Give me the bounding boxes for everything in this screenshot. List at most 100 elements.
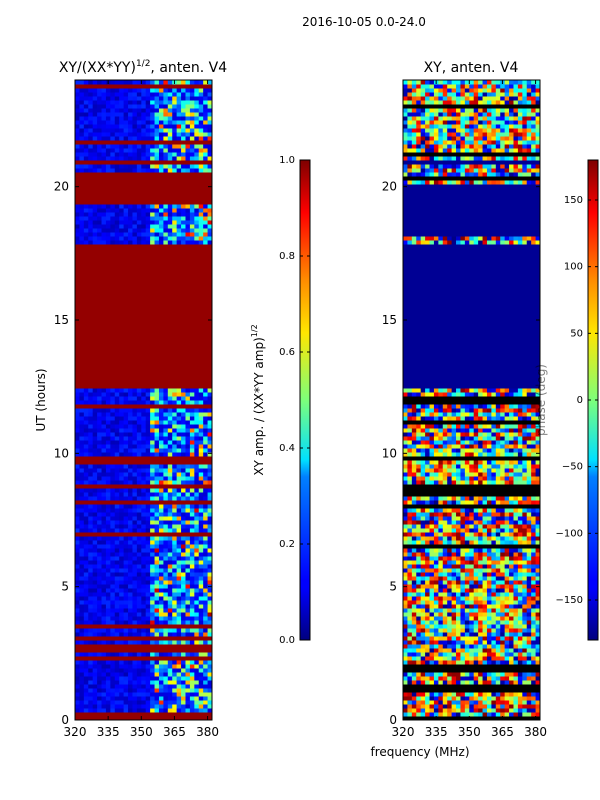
heatmap-cell [97, 520, 103, 525]
heatmap-cell [531, 608, 537, 613]
heatmap-cell [198, 664, 204, 669]
heatmap-cell [141, 120, 147, 125]
heatmap-cell [119, 464, 125, 469]
heatmap-cell [83, 640, 89, 645]
heatmap-cell [97, 604, 103, 609]
heatmap-cell [438, 520, 444, 525]
heatmap-cell [416, 596, 422, 601]
heatmap-cell [145, 632, 151, 637]
heatmap-cell [150, 696, 156, 701]
heatmap-cell [425, 556, 431, 561]
heatmap-row [75, 368, 212, 373]
heatmap-cell [176, 464, 182, 469]
heatmap-cell [158, 584, 164, 589]
heatmap-cell [154, 144, 160, 149]
heatmap-cell [141, 640, 147, 645]
heatmap-cell [167, 672, 173, 677]
heatmap-cell [416, 644, 422, 649]
heatmap-cell [114, 468, 120, 473]
heatmap-cell [119, 132, 125, 137]
heatmap-cell [110, 556, 116, 561]
heatmap-row [403, 492, 540, 497]
heatmap-cell [411, 612, 417, 617]
heatmap-cell [189, 240, 195, 245]
heatmap-cell [154, 232, 160, 237]
heatmap-cell [438, 628, 444, 633]
heatmap-cell [203, 620, 209, 625]
heatmap-cell [203, 632, 209, 637]
heatmap-cell [88, 420, 94, 425]
heatmap-cell [486, 472, 492, 477]
heatmap-cell [403, 512, 408, 517]
heatmap-cell [119, 412, 125, 417]
heatmap-cell [110, 516, 116, 521]
heatmap-cell [88, 112, 94, 117]
heatmap-cell [141, 468, 147, 473]
heatmap-cell [154, 152, 160, 157]
heatmap-cell [433, 640, 439, 645]
heatmap-cell [172, 632, 178, 637]
heatmap-cell [145, 608, 151, 613]
heatmap-cell [407, 624, 413, 629]
heatmap-cell [407, 528, 413, 533]
heatmap-cell [513, 512, 519, 517]
heatmap-cell [101, 464, 107, 469]
heatmap-cell [150, 464, 156, 469]
heatmap-cell [101, 392, 107, 397]
heatmap-cell [167, 156, 173, 161]
heatmap-cell [132, 128, 138, 133]
heatmap-cell [110, 448, 116, 453]
heatmap-cell [119, 432, 125, 437]
heatmap-cell [123, 240, 129, 245]
heatmap-row [403, 616, 541, 621]
heatmap-cell [181, 508, 186, 513]
heatmap-cell [189, 496, 195, 501]
heatmap-cell [88, 472, 94, 477]
heatmap-cell [92, 512, 98, 517]
heatmap-cell [411, 572, 417, 577]
heatmap-cell [181, 408, 186, 413]
heatmap-cell [531, 696, 537, 701]
heatmap-cell [136, 604, 142, 609]
heatmap-cell [526, 536, 532, 541]
heatmap-cell [123, 92, 129, 97]
heatmap-cell [407, 500, 413, 505]
heatmap-cell [504, 536, 510, 541]
heatmap-cell [495, 652, 501, 657]
heatmap-cell [185, 228, 191, 233]
heatmap-cell [79, 492, 85, 497]
heatmap-cell [132, 652, 138, 657]
heatmap-cell [181, 628, 186, 633]
heatmap-cell [207, 440, 213, 445]
heatmap-cell [469, 696, 475, 701]
heatmap-cell [110, 684, 116, 689]
heatmap-cell [163, 448, 169, 453]
heatmap-cell [123, 396, 129, 401]
heatmap-cell [181, 492, 186, 497]
heatmap-cell [425, 620, 431, 625]
heatmap-cell [176, 684, 182, 689]
heatmap-cell [522, 500, 528, 505]
heatmap-cell [97, 408, 103, 413]
heatmap-cell [110, 568, 116, 573]
heatmap-cell [509, 628, 514, 633]
heatmap-row [75, 352, 212, 357]
heatmap-cell [433, 660, 439, 665]
heatmap-cell [75, 564, 80, 569]
heatmap-cell [141, 692, 147, 697]
heatmap-cell [198, 652, 204, 657]
heatmap-cell [145, 208, 151, 213]
heatmap-cell [433, 564, 439, 569]
heatmap-cell [185, 164, 191, 169]
heatmap-cell [456, 612, 461, 617]
heatmap-row [403, 704, 541, 709]
heatmap-cell [181, 660, 186, 665]
heatmap-row [75, 172, 212, 177]
heatmap-cell [504, 576, 510, 581]
heatmap-cell [203, 392, 209, 397]
heatmap-cell [119, 620, 125, 625]
heatmap-cell [531, 644, 537, 649]
heatmap-cell [181, 104, 186, 109]
heatmap-cell [97, 572, 103, 577]
heatmap-cell [438, 548, 444, 553]
